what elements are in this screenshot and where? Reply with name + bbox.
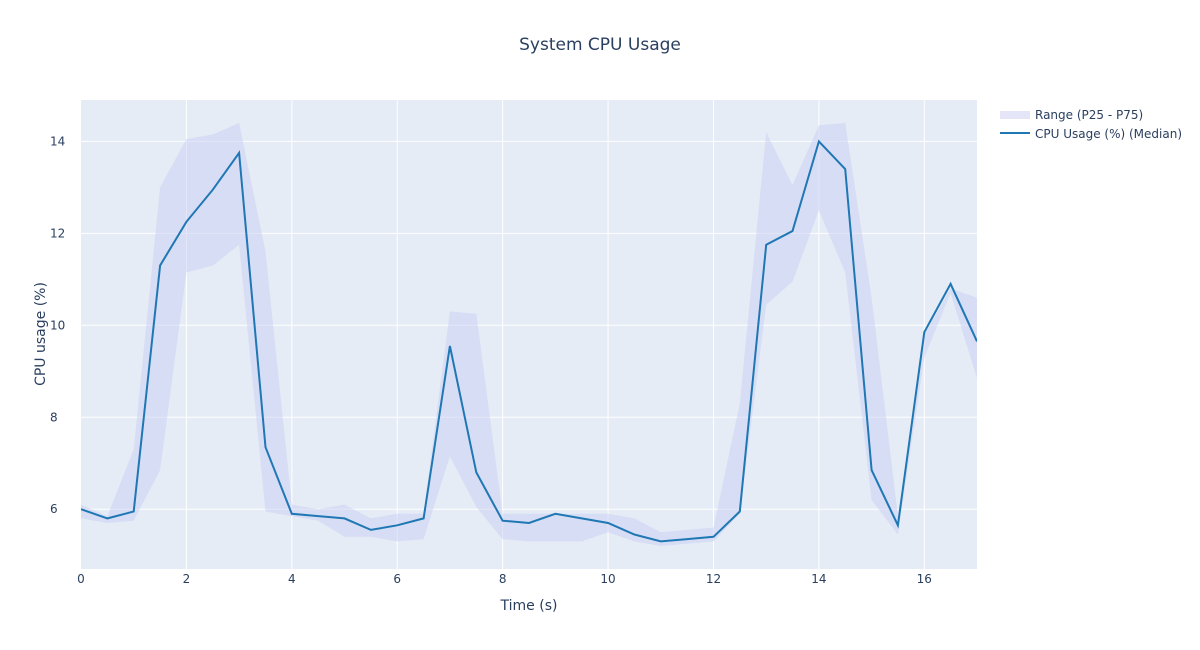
y-axis-ticks: 6 8 10 12 14 <box>50 134 65 516</box>
y-tick-label: 6 <box>50 502 58 516</box>
x-axis-title: Time (s) <box>500 598 558 614</box>
legend-item-median[interactable]: CPU Usage (%) (Median) <box>1000 127 1182 141</box>
x-tick-label: 2 <box>183 572 191 586</box>
x-tick-label: 6 <box>393 572 401 586</box>
x-tick-label: 16 <box>917 572 932 586</box>
x-axis-ticks: 0 2 4 6 8 10 12 14 16 <box>77 572 932 586</box>
legend: Range (P25 - P75) CPU Usage (%) (Median) <box>1000 108 1182 141</box>
x-tick-label: 12 <box>706 572 721 586</box>
x-tick-label: 14 <box>811 572 826 586</box>
legend-label-median: CPU Usage (%) (Median) <box>1035 127 1182 141</box>
x-tick-label: 4 <box>288 572 296 586</box>
y-axis-title: CPU usage (%) <box>33 282 49 386</box>
x-tick-label: 8 <box>499 572 507 586</box>
y-tick-label: 12 <box>50 226 65 240</box>
chart-title: System CPU Usage <box>519 35 681 55</box>
y-gridlines <box>81 140 977 510</box>
median-cpu-line <box>81 139 977 543</box>
y-tick-label: 8 <box>50 410 58 424</box>
x-tick-label: 0 <box>77 572 85 586</box>
legend-label-range: Range (P25 - P75) <box>1035 108 1143 122</box>
y-tick-label: 14 <box>50 134 65 148</box>
x-tick-label: 10 <box>600 572 615 586</box>
y-tick-label: 10 <box>50 318 65 332</box>
legend-item-range[interactable]: Range (P25 - P75) <box>1000 108 1143 122</box>
legend-swatch-band <box>1000 111 1030 119</box>
